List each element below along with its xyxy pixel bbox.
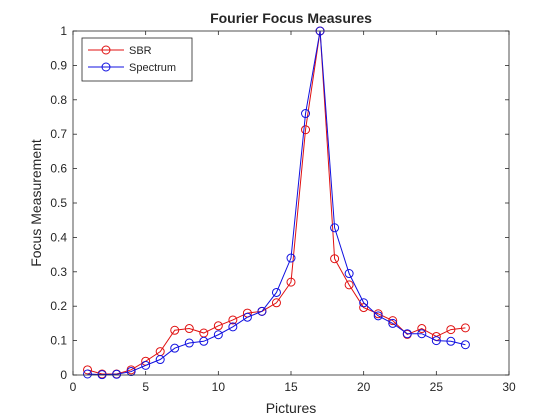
y-tick-label: 0.7 bbox=[50, 127, 67, 141]
legend-box bbox=[81, 37, 193, 82]
data-point bbox=[402, 329, 412, 339]
data-point bbox=[271, 298, 281, 308]
data-point bbox=[170, 325, 180, 335]
legend-marker bbox=[101, 45, 111, 55]
y-tick-label: 0.1 bbox=[50, 334, 67, 348]
data-point bbox=[286, 277, 296, 287]
data-point bbox=[330, 254, 340, 264]
legend-label: Spectrum bbox=[129, 62, 176, 74]
data-point bbox=[112, 369, 122, 379]
chart-title: Fourier Focus Measures bbox=[210, 10, 372, 26]
data-point bbox=[126, 367, 136, 377]
data-point bbox=[388, 316, 398, 326]
data-point bbox=[199, 336, 209, 346]
x-tick-label: 15 bbox=[284, 380, 298, 394]
data-point bbox=[417, 324, 427, 334]
legend-label: SBR bbox=[129, 45, 152, 57]
x-tick-label: 10 bbox=[212, 380, 226, 394]
y-tick-label: 0.4 bbox=[50, 230, 67, 244]
data-point bbox=[228, 322, 238, 332]
y-axis-label: Focus Measurement bbox=[28, 139, 44, 267]
data-point bbox=[344, 280, 354, 290]
data-point bbox=[446, 325, 456, 335]
y-tick-label: 0.8 bbox=[50, 93, 67, 107]
data-point bbox=[83, 369, 93, 379]
data-point bbox=[388, 318, 398, 328]
data-point bbox=[417, 329, 427, 339]
legend-entries: SBR Spectrum bbox=[88, 45, 176, 74]
data-point bbox=[373, 309, 383, 319]
x-tick-label: 30 bbox=[502, 380, 516, 394]
data-point bbox=[301, 109, 311, 119]
data-point bbox=[184, 324, 194, 334]
data-point bbox=[228, 315, 238, 325]
data-point bbox=[271, 287, 281, 297]
x-tick-label: 20 bbox=[357, 380, 371, 394]
y-axis-ticks: 0 0.1 0.2 0.3 0.4 0.5 0.6 0.7 0.8 0.9 1 bbox=[50, 24, 509, 382]
data-point bbox=[330, 223, 340, 233]
data-point bbox=[373, 311, 383, 321]
plot-area bbox=[73, 31, 509, 375]
series-line bbox=[87, 30, 466, 376]
data-point bbox=[83, 365, 93, 375]
data-point bbox=[242, 312, 252, 322]
data-point bbox=[431, 336, 441, 346]
plot-box bbox=[72, 30, 510, 376]
x-tick-label: 5 bbox=[142, 380, 149, 394]
data-point bbox=[344, 269, 354, 279]
data-point bbox=[359, 298, 369, 308]
x-axis-label: Pictures bbox=[266, 400, 317, 416]
y-tick-label: 1 bbox=[60, 24, 67, 38]
y-tick-label: 0.2 bbox=[50, 299, 67, 313]
data-point bbox=[213, 321, 223, 331]
data-point bbox=[170, 343, 180, 353]
data-point bbox=[301, 125, 311, 135]
data-point bbox=[446, 336, 456, 346]
data-point bbox=[184, 338, 194, 348]
y-tick-label: 0.9 bbox=[50, 58, 67, 72]
data-point bbox=[286, 253, 296, 263]
data-point bbox=[213, 330, 223, 340]
y-tick-label: 0.6 bbox=[50, 162, 67, 176]
legend-marker bbox=[101, 62, 111, 72]
y-tick-label: 0.5 bbox=[50, 196, 67, 210]
legend: SBR Spectrum bbox=[81, 37, 193, 82]
data-point bbox=[460, 323, 470, 333]
data-point bbox=[460, 340, 470, 350]
data-point bbox=[257, 306, 267, 316]
data-point bbox=[141, 360, 151, 370]
x-tick-label: 25 bbox=[430, 380, 444, 394]
y-tick-label: 0 bbox=[60, 368, 67, 382]
x-tick-label: 0 bbox=[70, 380, 77, 394]
data-point bbox=[155, 355, 165, 365]
data-point bbox=[359, 303, 369, 313]
y-tick-label: 0.3 bbox=[50, 265, 67, 279]
